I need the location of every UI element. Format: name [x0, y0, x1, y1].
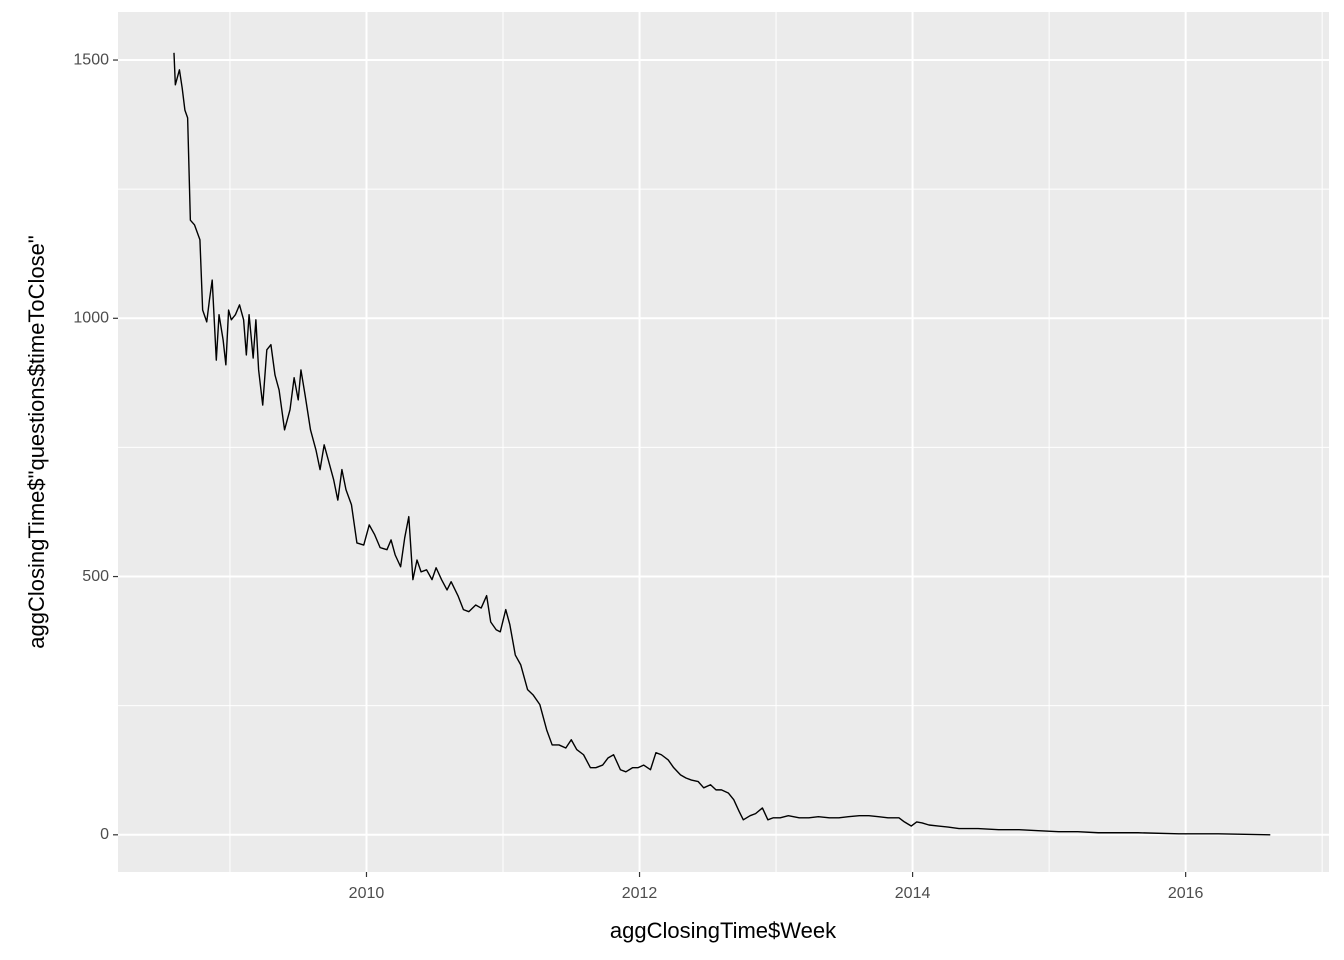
y-tick-label: 1000	[73, 310, 109, 327]
x-axis-title: aggClosingTime$Week	[610, 918, 837, 943]
y-tick-label: 500	[82, 568, 109, 585]
y-tick-label: 1500	[73, 51, 109, 68]
data-line	[173, 52, 1271, 836]
x-tick-label: 2012	[622, 885, 658, 902]
y-axis-title: aggClosingTime$"questions$timeToClose"	[24, 235, 49, 648]
y-tick-label: 0	[100, 826, 109, 843]
x-tick-label: 2010	[349, 885, 385, 902]
x-tick-label: 2016	[1168, 885, 1204, 902]
panel	[118, 12, 1329, 872]
x-tick-label: 2014	[895, 885, 931, 902]
